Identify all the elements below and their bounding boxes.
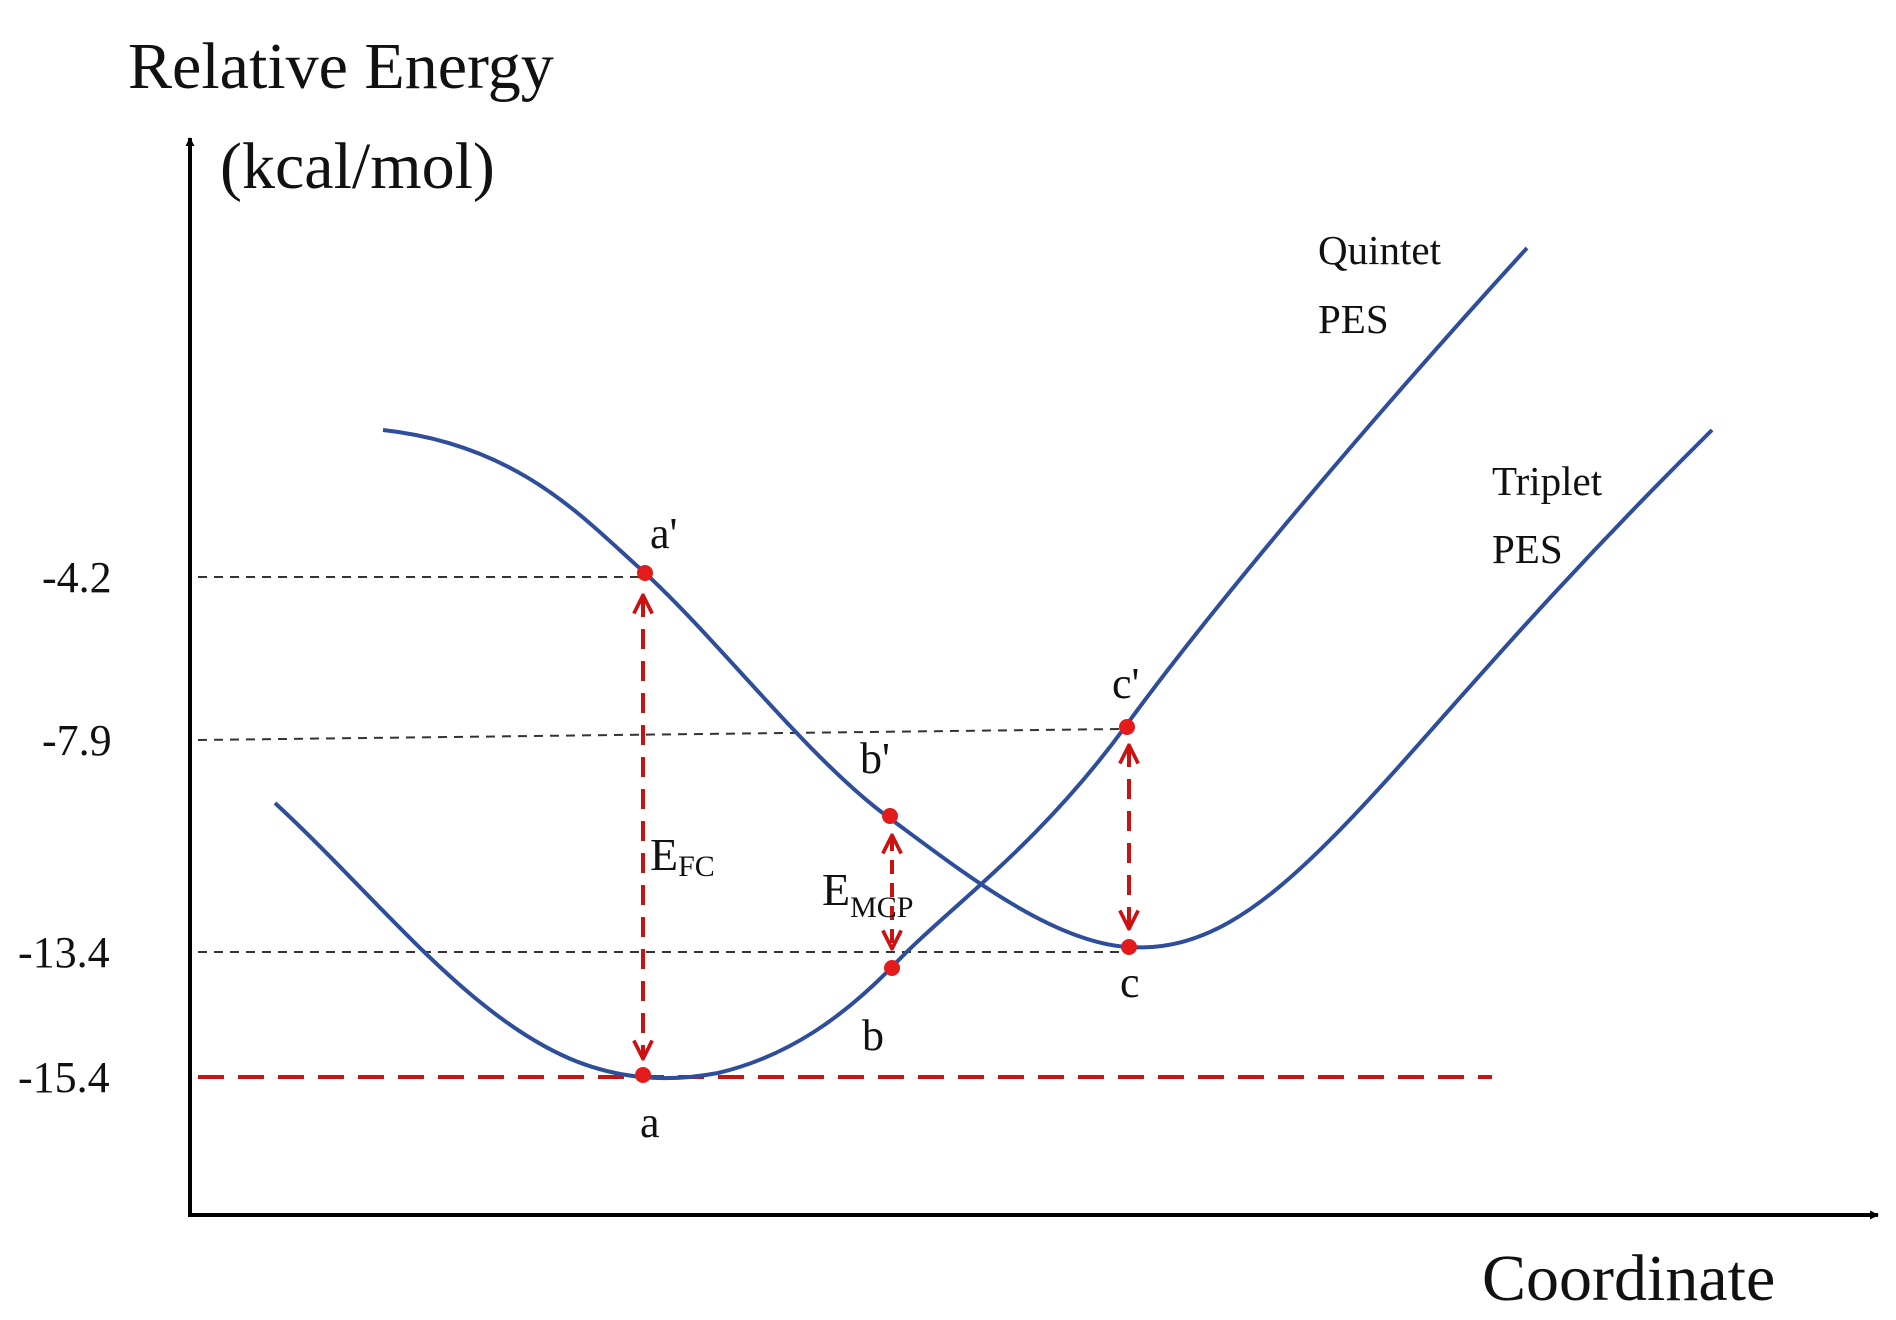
point-c-marker [1121, 939, 1137, 955]
point-b-prime-marker [882, 808, 898, 824]
label-b-prime: b' [860, 734, 890, 783]
label-a: a [640, 1098, 660, 1147]
quintet-label-line1: Quintet [1318, 227, 1442, 273]
emcp-label-main: E [822, 864, 850, 915]
stationary-points [635, 565, 1137, 1083]
tick-label-13-4: -13.4 [18, 928, 110, 977]
label-b: b [862, 1011, 884, 1060]
y-axis-title-line1: Relative Energy [128, 30, 554, 103]
quintet-pes-curve [273, 246, 1529, 1081]
triplet-label-line2: PES [1492, 526, 1563, 572]
efc-label-sub: FC [678, 850, 715, 883]
point-a-marker [635, 1067, 651, 1083]
efc-label-main: E [650, 829, 678, 880]
triplet-label-line1: Triplet [1492, 458, 1603, 504]
label-c-prime: c' [1112, 659, 1139, 708]
tick-label-15-4: -15.4 [18, 1053, 110, 1102]
x-axis-title: Coordinate [1482, 1242, 1775, 1315]
guide-lines [197, 576, 1492, 1079]
transition-arrows [643, 597, 1129, 1057]
triplet-pes-curve [382, 428, 1714, 950]
tick-label-7-9: -7.9 [42, 716, 112, 765]
quintet-label-line2: PES [1318, 296, 1389, 342]
axes [185, 137, 1879, 1220]
point-c-prime-marker [1119, 719, 1135, 735]
label-a-prime: a' [650, 509, 677, 558]
emcp-label-sub: MCP [850, 891, 913, 924]
efc-label: EFC [650, 829, 715, 883]
point-b-marker [884, 960, 900, 976]
emcp-label: EMCP [822, 864, 913, 924]
guide-line-7-9 [197, 728, 1121, 741]
y-axis-title-line2: (kcal/mol) [220, 130, 495, 203]
point-a-prime-marker [637, 565, 653, 581]
label-c: c [1120, 958, 1140, 1007]
tick-label-4-2: -4.2 [42, 553, 112, 602]
